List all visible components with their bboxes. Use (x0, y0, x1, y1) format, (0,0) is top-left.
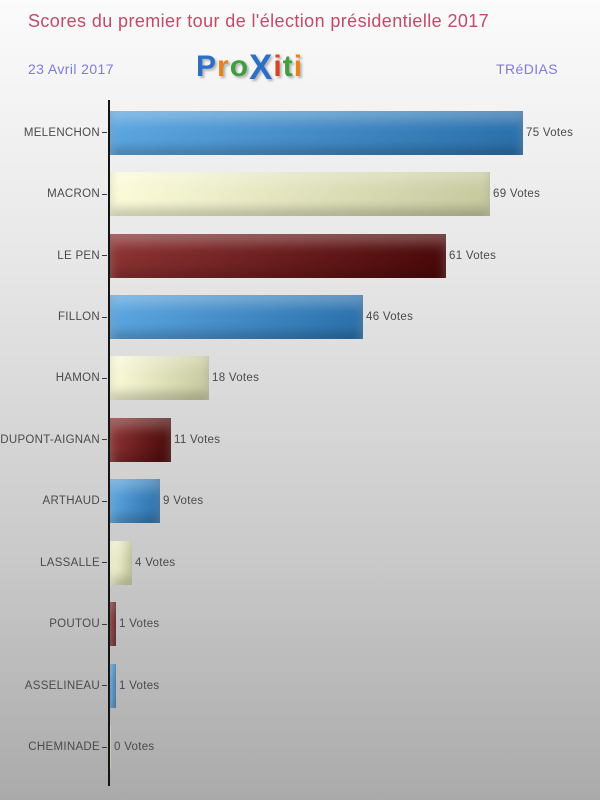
logo-letter: X (249, 48, 274, 87)
category-label: LASSALLE (40, 556, 100, 569)
axis-tick-wrap (100, 685, 110, 687)
bar-dupont-aignan (110, 417, 171, 462)
value-label: 61 Votes (449, 249, 497, 262)
bar-le-pen (110, 233, 446, 278)
logo-letter: i (273, 50, 283, 83)
value-label: 46 Votes (366, 311, 414, 324)
chart-row: LASSALLE 4 Votes (0, 532, 600, 593)
category-label: MACRON (47, 188, 100, 201)
chart-row: MACRON 69 Votes (0, 163, 600, 224)
category-label: ARTHAUD (42, 495, 100, 508)
value-label: 75 Votes (526, 126, 574, 139)
axis-tick (102, 562, 107, 564)
chart-row: FILLON 46 Votes (0, 286, 600, 347)
bar-macron (110, 172, 490, 217)
axis-tick (102, 623, 107, 625)
value-label: 1 Votes (119, 618, 160, 631)
axis-tick-wrap (100, 255, 110, 257)
chart-row: HAMON 18 Votes (0, 348, 600, 409)
chart-row: ASSELINEAU 1 Votes (0, 655, 600, 716)
logo-letter: P (196, 50, 218, 83)
chart-row: DUPONT-AIGNAN 11 Votes (0, 409, 600, 470)
date-label: 23 Avril 2017 (28, 61, 114, 77)
chart-row: LE PEN 61 Votes (0, 225, 600, 286)
axis-tick-wrap (100, 132, 110, 134)
axis-tick-wrap (100, 623, 110, 625)
axis-tick (102, 685, 107, 687)
chart-row: CHEMINADE 0 Votes (0, 716, 600, 777)
value-label: 11 Votes (174, 433, 221, 446)
value-label: 1 Votes (119, 679, 160, 692)
axis-tick (102, 377, 107, 379)
logo-letter: i (293, 50, 304, 83)
logo-letter: r (217, 50, 230, 83)
axis-tick-wrap (100, 377, 110, 379)
chart-rows: MELENCHON 75 Votes MACRON 69 Votes LE PEN 61 … (0, 102, 600, 778)
axis-tick-wrap (100, 316, 110, 318)
category-label: LE PEN (57, 249, 100, 262)
page-title: Scores du premier tour de l'élection pré… (28, 11, 490, 31)
axis-tick-wrap (100, 746, 110, 748)
axis-tick (102, 132, 107, 134)
bar-poutou (110, 602, 116, 647)
axis-tick (102, 316, 107, 318)
axis-tick-wrap (100, 193, 110, 195)
logo-letter: o (229, 50, 250, 83)
category-label: HAMON (55, 372, 100, 385)
value-label: 18 Votes (212, 372, 260, 385)
category-label: DUPONT-AIGNAN (0, 433, 100, 446)
bar-melenchon (110, 110, 523, 155)
category-label: FILLON (57, 311, 100, 324)
axis-tick (102, 439, 107, 441)
axis-tick (102, 193, 107, 195)
bar-hamon (110, 356, 209, 401)
bar-cheminade (110, 725, 111, 770)
axis-tick-wrap (100, 439, 110, 441)
logo-letter: t (282, 50, 294, 83)
axis-tick (102, 500, 107, 502)
y-axis-line (108, 100, 110, 786)
value-label: 4 Votes (135, 556, 176, 569)
value-label: 69 Votes (493, 188, 541, 201)
bar-fillon (110, 295, 363, 340)
bar-asselineau (110, 663, 116, 708)
category-label: POUTOU (49, 618, 100, 631)
bar-chart: MELENCHON 75 Votes MACRON 69 Votes LE PEN 61 … (0, 100, 600, 800)
value-label: 0 Votes (114, 741, 155, 754)
axis-tick (102, 746, 107, 748)
category-label: ASSELINEAU (24, 679, 100, 692)
axis-tick-wrap (100, 562, 110, 564)
axis-tick (102, 255, 107, 257)
bar-arthaud (110, 479, 160, 524)
value-label: 9 Votes (163, 495, 204, 508)
chart-row: ARTHAUD 9 Votes (0, 471, 600, 532)
bar-lassalle (110, 540, 132, 585)
brand-label: TRéDIAS (496, 61, 558, 77)
chart-row: POUTOU 1 Votes (0, 594, 600, 655)
category-label: MELENCHON (23, 126, 100, 139)
category-label: CHEMINADE (28, 741, 100, 754)
proxiti-logo: ProXiti (196, 50, 303, 85)
chart-row: MELENCHON 75 Votes (0, 102, 600, 163)
axis-tick-wrap (100, 500, 110, 502)
